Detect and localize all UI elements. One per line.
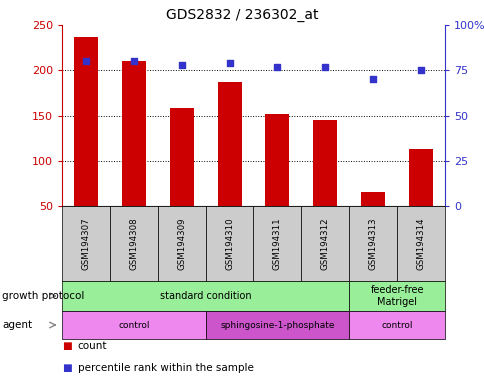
Bar	[205, 206, 253, 281]
Bar	[361, 192, 384, 251]
Point	[178, 62, 185, 68]
Text: GSM194314: GSM194314	[416, 217, 424, 270]
Bar	[301, 206, 348, 281]
Text: ■: ■	[62, 341, 72, 351]
Text: growth protocol: growth protocol	[2, 291, 85, 301]
Text: feeder-free
Matrigel: feeder-free Matrigel	[370, 285, 423, 307]
Text: GSM194312: GSM194312	[320, 217, 329, 270]
Point	[416, 67, 424, 73]
Text: GDS2832 / 236302_at: GDS2832 / 236302_at	[166, 8, 318, 22]
Bar	[253, 206, 301, 281]
Text: agent: agent	[2, 320, 32, 330]
Bar	[348, 206, 396, 281]
Bar	[62, 206, 110, 281]
Point	[130, 58, 137, 64]
Text: control: control	[380, 321, 412, 329]
Point	[82, 58, 90, 64]
Text: count: count	[77, 341, 107, 351]
Text: standard condition: standard condition	[160, 291, 251, 301]
Text: control: control	[118, 321, 149, 329]
Text: GSM194307: GSM194307	[81, 217, 90, 270]
Bar	[408, 149, 432, 251]
Bar	[74, 37, 98, 251]
Bar	[169, 108, 193, 251]
Text: sphingosine-1-phosphate: sphingosine-1-phosphate	[220, 321, 334, 329]
Bar	[62, 281, 348, 311]
Point	[225, 60, 233, 66]
Bar	[396, 206, 444, 281]
Text: ■: ■	[62, 362, 72, 372]
Bar	[62, 311, 205, 339]
Bar	[265, 114, 289, 251]
Bar	[348, 311, 444, 339]
Text: percentile rank within the sample: percentile rank within the sample	[77, 362, 253, 372]
Bar	[110, 206, 157, 281]
Text: GSM194310: GSM194310	[225, 217, 234, 270]
Bar	[157, 206, 205, 281]
Text: GSM194308: GSM194308	[129, 217, 138, 270]
Point	[368, 76, 376, 83]
Point	[273, 64, 281, 70]
Text: GSM194309: GSM194309	[177, 217, 186, 270]
Text: GSM194311: GSM194311	[272, 217, 281, 270]
Bar	[348, 281, 444, 311]
Bar	[217, 82, 241, 251]
Bar	[121, 61, 146, 251]
Text: GSM194313: GSM194313	[368, 217, 377, 270]
Point	[321, 64, 329, 70]
Bar	[205, 311, 348, 339]
Bar	[313, 120, 336, 251]
